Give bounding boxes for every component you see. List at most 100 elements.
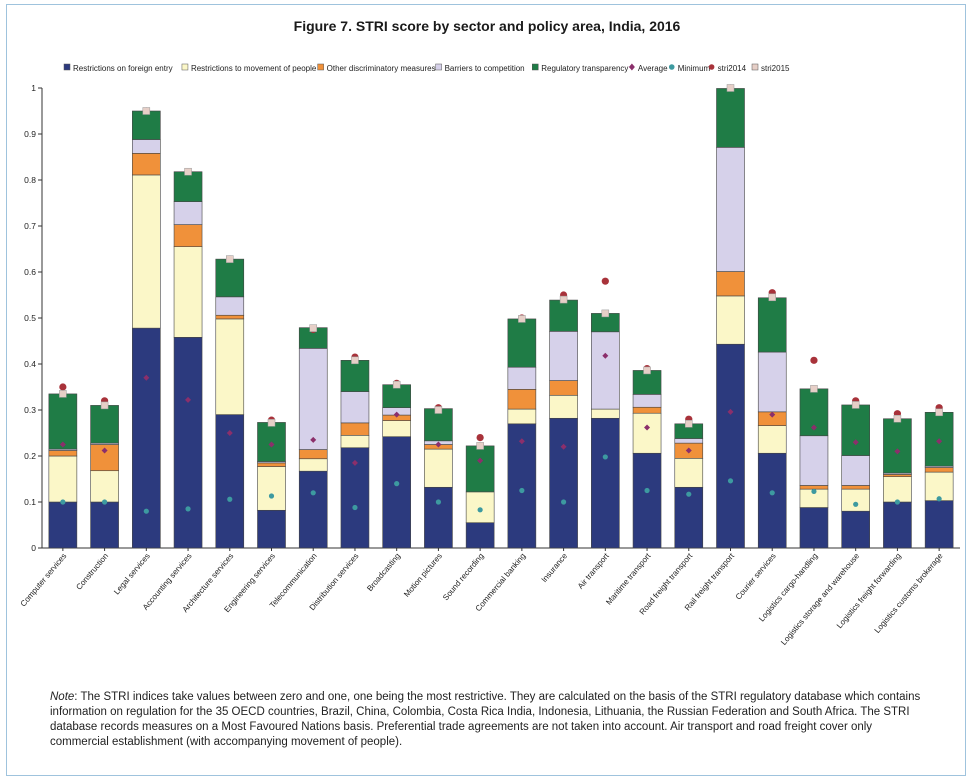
marker-average (602, 352, 609, 359)
marker-stri2015 (476, 442, 484, 450)
y-tick-label: 0.9 (24, 129, 36, 139)
marker-minimum (936, 496, 942, 502)
marker-stri2015 (267, 419, 276, 427)
bar-segment (90, 470, 119, 503)
bar-segment (632, 406, 662, 414)
bar-segment (48, 501, 78, 549)
marker-minimum (268, 493, 275, 499)
bar-segment (215, 296, 245, 316)
marker-minimum (686, 491, 692, 497)
marker-average (268, 441, 275, 448)
legend-swatch (63, 63, 71, 71)
bar-segment (298, 470, 328, 549)
x-category-label: Legal services (112, 552, 152, 597)
bar-segment (173, 224, 203, 247)
bar-segment (716, 295, 745, 345)
marker-stri2015 (434, 406, 443, 414)
marker-stri2015 (59, 390, 67, 398)
x-category-label: Logistics storage and warehouse (779, 551, 861, 647)
marker-stri2014 (810, 356, 818, 364)
x-category-label: Air transport (576, 551, 611, 591)
marker-average (393, 411, 400, 418)
bar-segment (173, 171, 203, 202)
legend-label: Other discriminatory measures (327, 64, 436, 73)
bar-segment (298, 449, 328, 460)
bar-segment (132, 327, 161, 549)
bar-segment (716, 88, 745, 148)
marker-stri2015 (518, 315, 526, 323)
bar-segment (632, 452, 662, 549)
legend-swatch (628, 63, 635, 71)
marker-stri2015 (392, 380, 401, 389)
marker-stri2015 (100, 401, 109, 410)
bar-segment (173, 201, 203, 225)
x-category-label: Broadcasting (365, 552, 402, 594)
bar-segment (340, 434, 370, 449)
x-category-label: Logistics customs brokerage (873, 551, 945, 635)
marker-minimum (394, 481, 400, 487)
marker-average (644, 424, 651, 431)
bar-segment (132, 153, 161, 176)
marker-average (185, 396, 192, 403)
marker-stri2015 (768, 293, 776, 302)
y-tick-label: 0.5 (24, 313, 36, 323)
marker-minimum (227, 496, 233, 502)
marker-average (936, 438, 943, 445)
marker-minimum (477, 507, 483, 513)
bar-segment (257, 462, 286, 467)
bar-segment (924, 467, 954, 473)
marker-stri2015 (851, 401, 860, 409)
bar-segment (591, 408, 620, 419)
x-category-label: Construction (74, 552, 110, 592)
bar-segment (757, 425, 787, 454)
y-tick-label: 0.3 (24, 405, 36, 415)
x-category-label: Insurance (540, 551, 570, 584)
marker-average (894, 448, 901, 455)
marker-minimum (143, 508, 149, 514)
bar-segment (424, 408, 453, 442)
legend-swatch (532, 63, 539, 71)
y-tick-label: 0 (31, 543, 36, 553)
marker-average (685, 447, 692, 454)
bar-segment (841, 485, 870, 490)
legend-label: Regulatory transparency (541, 64, 628, 73)
bar-segment (841, 488, 870, 512)
legend-label: Barriers to competition (445, 64, 525, 73)
marker-average (310, 436, 317, 443)
y-tick-label: 0.4 (24, 359, 36, 369)
bar-segment (674, 486, 704, 549)
marker-minimum (435, 499, 442, 505)
legend-swatch (317, 63, 324, 71)
marker-minimum (644, 487, 650, 494)
marker-average (59, 441, 66, 448)
bar-segment (298, 348, 328, 450)
bar-segment (674, 438, 704, 444)
marker-stri2015 (142, 107, 151, 115)
marker-stri2015 (726, 84, 735, 92)
legend-label: Minimum (678, 64, 711, 73)
x-category-label: Maritime transport (604, 551, 653, 607)
marker-stri2015 (309, 324, 317, 332)
bar-segment (340, 422, 370, 436)
marker-average (143, 374, 150, 381)
chart-note: Note: The STRI indices take values betwe… (50, 690, 930, 750)
bar-segment (90, 405, 119, 444)
bar-segment (591, 331, 620, 410)
bar-segment (215, 318, 245, 415)
bar-segment (716, 147, 745, 272)
bar-segment (591, 417, 620, 549)
marker-minimum (560, 499, 567, 505)
marker-stri2015 (935, 408, 943, 417)
marker-stri2015 (226, 255, 234, 263)
marker-average (477, 457, 484, 464)
legend-label: Average (638, 64, 668, 73)
marker-minimum (310, 490, 316, 496)
bar-segment (757, 351, 787, 413)
x-category-label: Sound recording (441, 552, 486, 603)
bar-segment (549, 380, 578, 396)
bar-segment (549, 417, 578, 549)
bar-segment (841, 455, 870, 486)
bar-segment (507, 318, 537, 368)
y-tick-label: 0.7 (24, 221, 36, 231)
legend-swatch (751, 63, 759, 71)
